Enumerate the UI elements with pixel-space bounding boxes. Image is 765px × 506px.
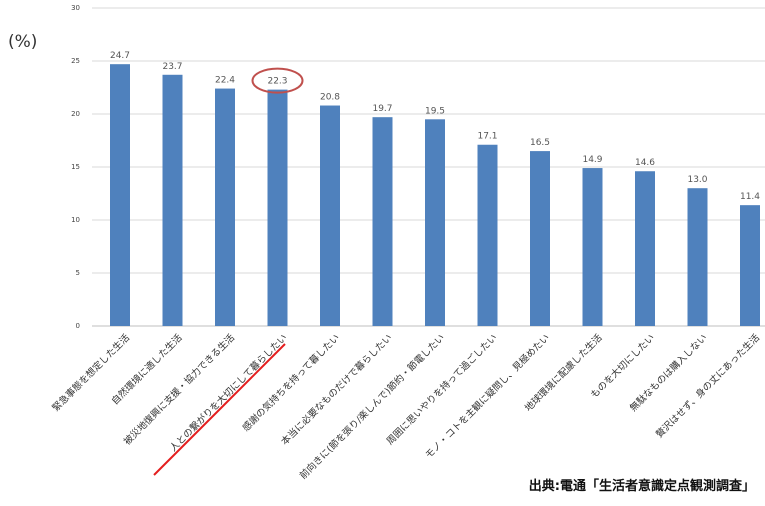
value-label: 23.7 — [162, 62, 182, 72]
category-label: 本当に必要なものだけで暮らしたい — [279, 332, 395, 448]
value-label: 22.3 — [267, 77, 287, 87]
y-tick-label: 15 — [71, 163, 80, 171]
bar — [635, 171, 655, 326]
bar — [320, 105, 340, 327]
value-label: 14.9 — [582, 155, 602, 165]
category-label: 贅沢はせず、身の丈にあった生活 — [653, 331, 762, 440]
y-tick-label: 30 — [71, 4, 80, 12]
y-tick-label: 10 — [71, 216, 80, 224]
value-label: 20.8 — [320, 93, 340, 103]
bar — [530, 151, 550, 326]
source-caption: 出典:電通「生活者意識定点観測調査」 — [528, 479, 755, 494]
bar — [372, 117, 393, 327]
y-tick-label: 25 — [71, 57, 80, 65]
value-label: 24.7 — [110, 51, 130, 61]
category-label: 被災地復興に支援・協力できる生活 — [121, 331, 237, 447]
y-tick-label: 5 — [76, 269, 80, 277]
category-label: 人との繋がりを大切にして暮らしたい — [167, 332, 289, 454]
bar — [582, 168, 603, 326]
bar — [477, 144, 498, 326]
bar — [425, 119, 445, 326]
value-label: 19.7 — [372, 104, 392, 114]
value-label: 19.5 — [425, 106, 445, 116]
category-label: 周囲に思いやりを持って過ごしたい — [384, 332, 500, 448]
highlight-circle — [251, 67, 304, 94]
unit-label: (%) — [8, 32, 38, 52]
highlight-underline — [153, 343, 286, 476]
value-label: 11.4 — [740, 192, 760, 202]
value-label: 14.6 — [635, 158, 655, 168]
y-tick-label: 20 — [71, 110, 80, 118]
value-label: 17.1 — [477, 132, 497, 142]
value-label: 22.4 — [215, 76, 235, 86]
value-label: 16.5 — [530, 138, 550, 148]
bar — [267, 89, 288, 327]
bar — [110, 64, 130, 327]
y-tick-label: 0 — [76, 322, 80, 330]
bar — [215, 88, 235, 326]
category-label: 感謝の気持ちを持って暮したい — [240, 332, 342, 434]
bar — [687, 188, 708, 326]
bar — [740, 205, 760, 326]
bar — [162, 74, 183, 326]
value-label: 13.0 — [687, 175, 707, 185]
